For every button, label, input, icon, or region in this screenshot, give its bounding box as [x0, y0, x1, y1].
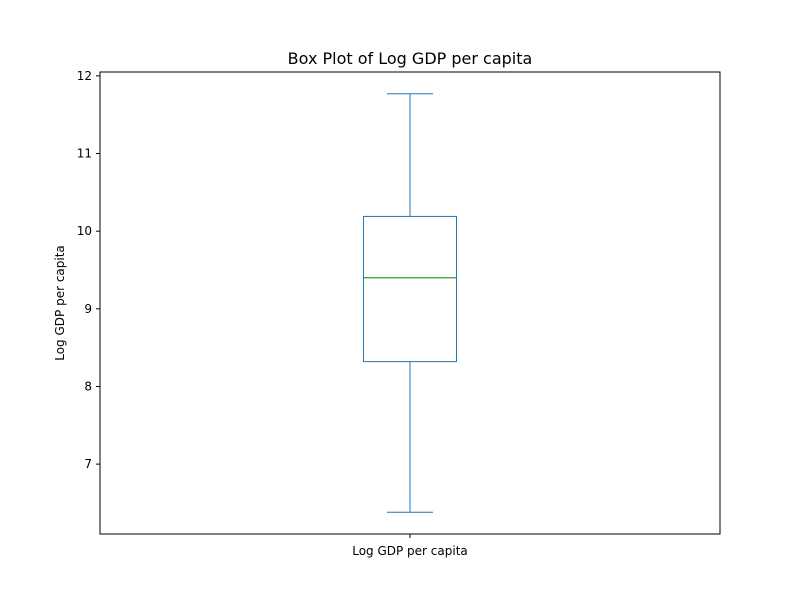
x-tick-label-0: Log GDP per capita — [352, 544, 468, 558]
iqr-box — [363, 215, 457, 363]
plot-area: 7 8 9 10 11 12 — [77, 69, 457, 538]
y-tick-label-2: 9 — [84, 302, 92, 316]
axes-frame — [99, 71, 721, 535]
y-tick-label-5: 12 — [77, 69, 92, 83]
y-tick-label-1: 8 — [84, 379, 92, 393]
y-tick-label-0: 7 — [84, 457, 92, 471]
y-axis-label: Log GDP per capita — [53, 245, 67, 361]
y-tick-label-4: 11 — [77, 147, 92, 161]
chart-title: Box Plot of Log GDP per capita — [288, 49, 533, 68]
y-tick-label-3: 10 — [77, 224, 92, 238]
